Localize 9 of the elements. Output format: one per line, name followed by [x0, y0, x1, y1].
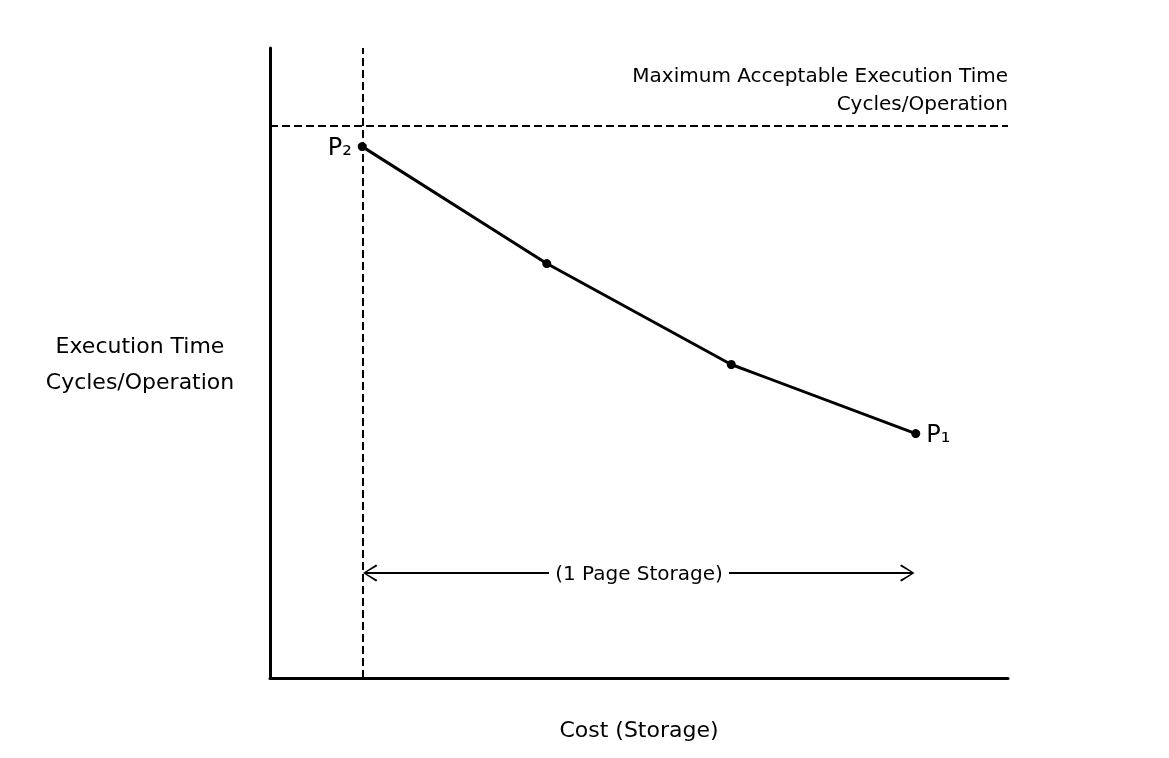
point [726, 359, 736, 369]
annotation: P₁ [926, 419, 951, 448]
y-axis-title: Execution Time Cycles/Operation [45, 332, 235, 394]
point [911, 429, 921, 439]
x-axis-title: Cost (Storage) [559, 716, 719, 742]
ref-line-label: Maximum Acceptable Execution Time Cycles/Operation [632, 63, 1008, 116]
annotation: (1 Page Storage) [549, 561, 729, 585]
point [542, 259, 552, 269]
annotation: P₂ [327, 132, 352, 161]
